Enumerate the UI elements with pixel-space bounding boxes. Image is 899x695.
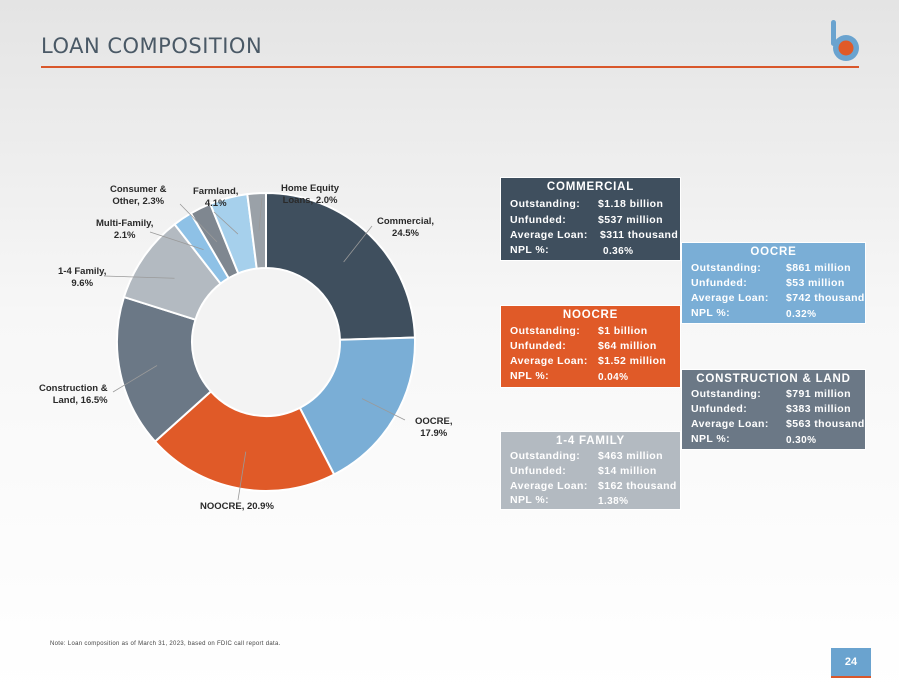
- unfunded-value: $537 million: [598, 214, 663, 226]
- leader-line-farmland: [213, 211, 239, 235]
- leader-line-family: [103, 275, 175, 279]
- leader-line-commercial: [343, 225, 373, 263]
- unfunded-value: $53 million: [786, 277, 845, 289]
- outstanding-label: Outstanding:: [510, 325, 581, 337]
- page-number: 24: [831, 648, 871, 676]
- donut-hole: [193, 269, 339, 415]
- slice-oocre: [298, 336, 416, 476]
- unfunded-label: Unfunded:: [510, 340, 567, 352]
- unfunded-label: Unfunded:: [510, 465, 567, 477]
- outstanding-label: Outstanding:: [691, 262, 762, 274]
- outstanding-value: $791 million: [786, 388, 851, 400]
- outstanding-value: $861 million: [786, 262, 851, 274]
- leader-line-multifamily: [149, 231, 204, 251]
- construction-card: CONSTRUCTION & LAND Outstanding: $791 mil…: [681, 369, 866, 450]
- unfunded-value: $64 million: [598, 340, 657, 352]
- family-card: 1-4 FAMILY Outstanding: $463 million Unfu…: [500, 431, 681, 510]
- outstanding-label: Outstanding:: [510, 198, 581, 210]
- npl-value: 0.36%: [603, 246, 634, 257]
- average-loan-label: Average Loan:: [510, 355, 588, 367]
- leader-line-construction: [112, 365, 158, 393]
- label-noocre: NOOCRE, 20.9%: [200, 501, 274, 512]
- npl-value: 1.38%: [598, 496, 629, 507]
- outstanding-label: Outstanding:: [510, 450, 581, 462]
- average-loan-value: $563 thousand: [786, 418, 865, 430]
- npl-label: NPL %:: [691, 433, 730, 445]
- unfunded-value: $383 million: [786, 403, 851, 415]
- slice-home-equity: [246, 191, 267, 270]
- slice-consumer: [189, 202, 240, 280]
- title-divider: [41, 66, 859, 68]
- leader-line-oocre: [361, 398, 406, 421]
- average-loan-value: $1.52 million: [598, 355, 667, 367]
- page-number-underline: [831, 676, 871, 678]
- outstanding-label: Outstanding:: [691, 388, 762, 400]
- slice-noocre: [153, 390, 336, 492]
- label-oocre: OOCRE, 17.9%: [415, 416, 453, 439]
- average-loan-label: Average Loan:: [510, 480, 588, 492]
- average-loan-value: $162 thousand: [598, 480, 677, 492]
- slice-construction: [116, 295, 213, 443]
- average-loan-value: $742 thousand: [786, 292, 865, 304]
- outstanding-value: $1.18 billion: [598, 198, 664, 210]
- card-title: NOOCRE: [562, 309, 619, 321]
- label-multifamily: Multi-Family, 2.1%: [96, 218, 154, 241]
- commercial-card: COMMERCIAL Outstanding: $1.18 billion Unf…: [500, 177, 681, 261]
- card-title: OOCRE: [750, 246, 797, 258]
- label-consumer: Consumer & Other, 2.3%: [110, 184, 167, 207]
- label-family: 1-4 Family, 9.6%: [58, 266, 107, 289]
- label-construction: Construction & Land, 16.5%: [39, 383, 108, 406]
- label-home-equity: Home Equity Loans, 2.0%: [281, 183, 340, 206]
- unfunded-label: Unfunded:: [510, 214, 567, 226]
- bank-logo-icon: [831, 20, 859, 61]
- noocre-card: NOOCRE Outstanding: $1 billion Unfunded: $…: [500, 305, 681, 388]
- average-loan-label: Average Loan:: [691, 418, 769, 430]
- card-title: COMMERCIAL: [546, 181, 635, 193]
- leader-line-noocre: [237, 451, 247, 501]
- average-loan-label: Average Loan:: [691, 292, 769, 304]
- unfunded-value: $14 million: [598, 465, 657, 477]
- unfunded-label: Unfunded:: [691, 403, 748, 415]
- npl-label: NPL %:: [691, 307, 730, 319]
- label-farmland: Farmland, 4.1%: [193, 186, 239, 209]
- unfunded-label: Unfunded:: [691, 277, 748, 289]
- label-commercial: Commercial, 24.5%: [377, 216, 435, 239]
- average-loan-label: Average Loan:: [510, 229, 588, 241]
- npl-value: 0.30%: [786, 435, 817, 446]
- card-title: CONSTRUCTION & LAND: [696, 373, 851, 385]
- card-title: 1-4 FAMILY: [556, 435, 625, 447]
- npl-label: NPL %:: [510, 370, 549, 382]
- slice-multifamily: [173, 211, 231, 285]
- npl-value: 0.04%: [598, 372, 629, 383]
- outstanding-value: $463 million: [598, 450, 663, 462]
- page-title: LOAN COMPOSITION: [41, 34, 263, 58]
- npl-label: NPL %:: [510, 244, 549, 256]
- average-loan-value: $311 thousand: [600, 229, 679, 241]
- leader-line-home-equity: [258, 197, 263, 231]
- npl-value: 0.32%: [786, 309, 817, 320]
- footnote: Note: Loan composition as of March 31, 2…: [50, 641, 281, 647]
- oocre-card: OOCRE Outstanding: $861 million Unfunded:…: [681, 242, 866, 324]
- outstanding-value: $1 billion: [598, 325, 648, 337]
- npl-label: NPL %:: [510, 494, 549, 506]
